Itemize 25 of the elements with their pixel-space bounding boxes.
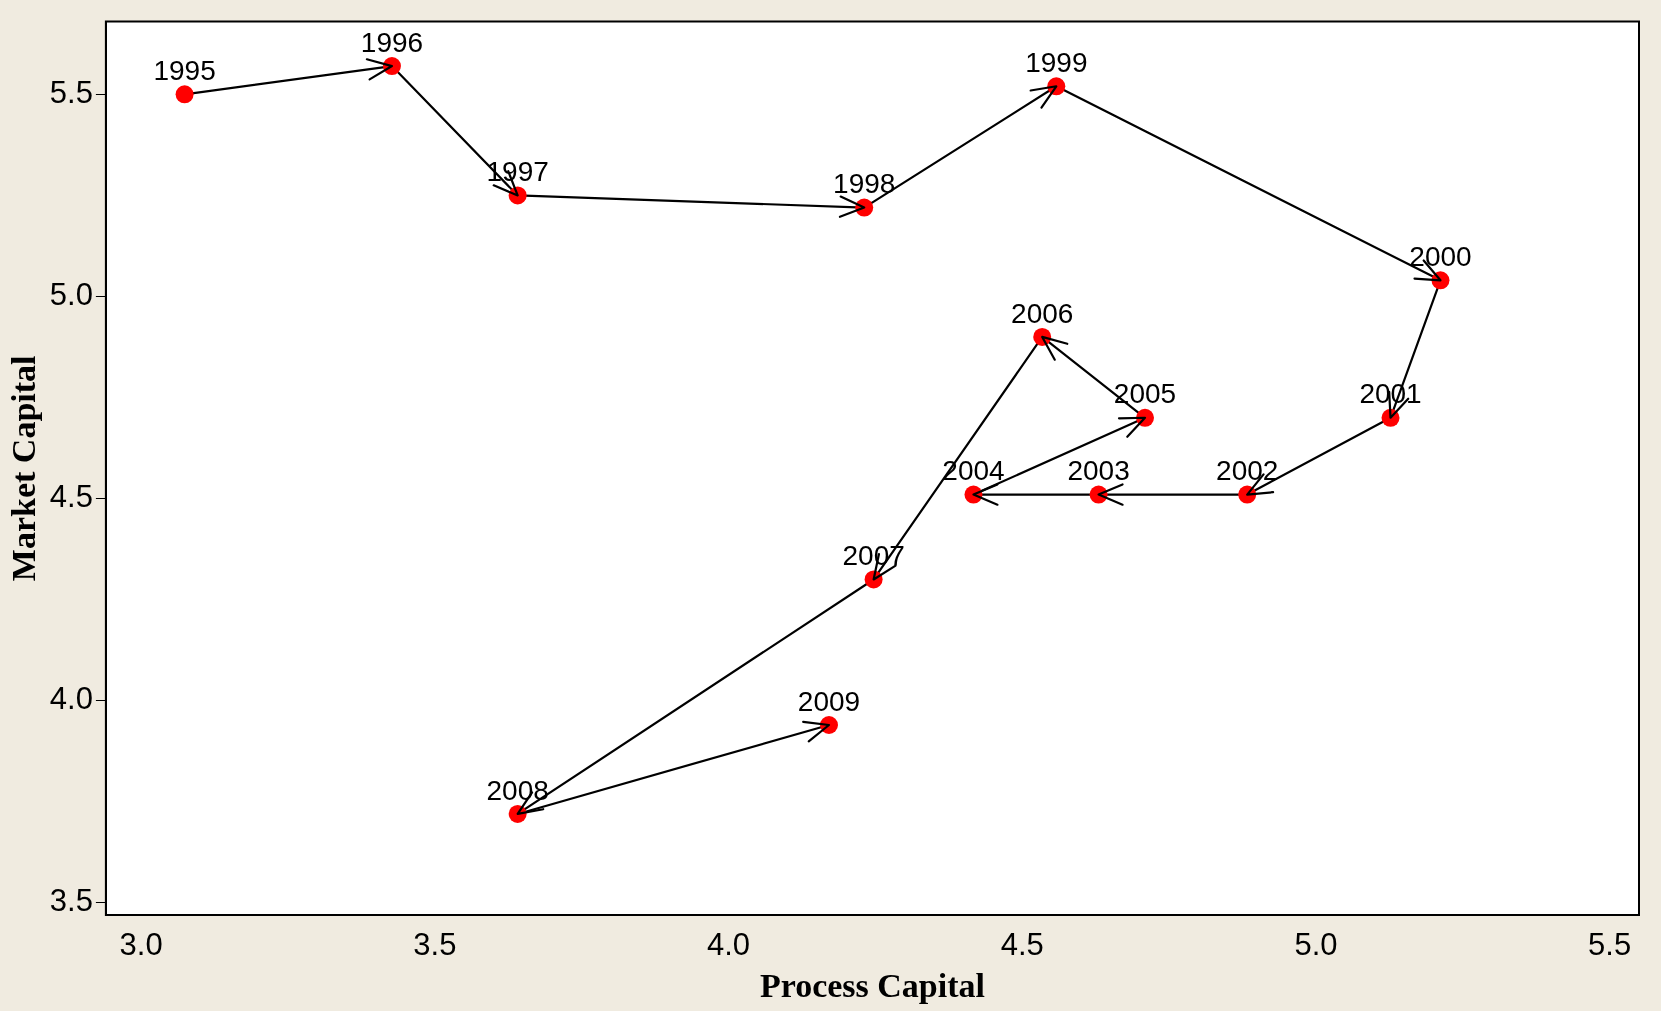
annotation: 2006 [1011,297,1074,329]
y-tick-label: 5.5 [49,74,93,110]
annotation: 2009 [797,685,861,717]
annotation: 2002 [1216,455,1279,487]
x-tick-label: 3.0 [119,927,163,963]
annotation: 1996 [360,26,424,58]
point [175,85,194,104]
x-axis-title: Process Capital [759,967,985,1005]
annotation: 1995 [153,55,216,87]
x-tick-label: 5.5 [1588,927,1632,963]
annotation: 2008 [486,774,549,806]
y-axis-title: Market Capital [5,355,43,582]
x-tick-label: 4.5 [1000,927,1044,963]
x-tick-label: 3.5 [413,927,457,963]
y-tick-label: 3.5 [49,883,93,919]
y-tick-label: 4.0 [49,681,93,717]
y-tick-label: 5.0 [49,277,93,313]
x-tick-label: 4.0 [706,927,751,963]
x-tick-label: 5.0 [1294,927,1338,963]
y-tick-label: 4.5 [49,479,93,515]
annotation: 1998 [833,168,896,200]
annotation: 2000 [1409,241,1472,273]
annotation: 1999 [1025,47,1088,78]
annotation: 2005 [1113,378,1177,410]
annotation: 2003 [1067,455,1130,487]
